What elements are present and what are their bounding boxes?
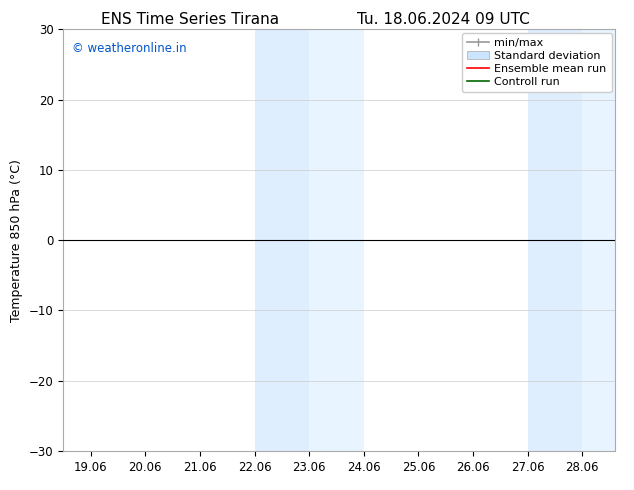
Text: ENS Time Series Tirana: ENS Time Series Tirana xyxy=(101,12,279,27)
Legend: min/max, Standard deviation, Ensemble mean run, Controll run: min/max, Standard deviation, Ensemble me… xyxy=(462,33,612,92)
Text: © weatheronline.in: © weatheronline.in xyxy=(72,42,186,55)
Bar xyxy=(582,29,615,451)
Bar xyxy=(527,29,582,451)
Y-axis label: Temperature 850 hPa (°C): Temperature 850 hPa (°C) xyxy=(10,159,23,321)
Text: Tu. 18.06.2024 09 UTC: Tu. 18.06.2024 09 UTC xyxy=(358,12,530,27)
Bar xyxy=(254,29,309,451)
Bar xyxy=(309,29,364,451)
